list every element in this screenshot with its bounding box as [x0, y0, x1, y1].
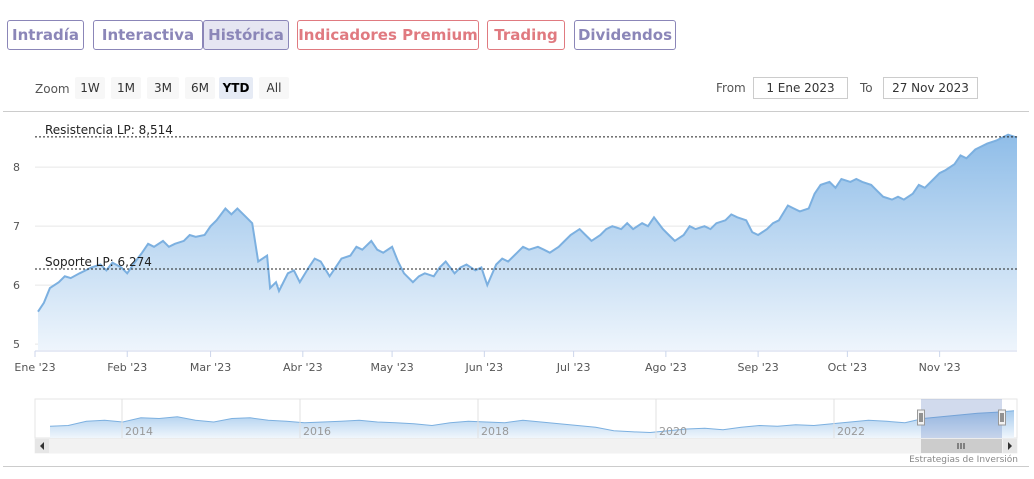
arrow-right-icon [1008, 442, 1012, 450]
tab-trading[interactable]: Trading [487, 20, 565, 50]
zoom-button-3m[interactable]: 3M [147, 77, 179, 99]
navigator-year-label: 2016 [303, 425, 331, 438]
tab-indicadores-premium[interactable]: Indicadores Premium [297, 20, 479, 50]
from-date-input[interactable]: 1 Ene 2023 [753, 77, 848, 99]
to-date-input[interactable]: 27 Nov 2023 [883, 77, 978, 99]
tab-intrad-a[interactable]: Intradía [7, 20, 84, 50]
x-tick-label: Mar '23 [190, 361, 231, 374]
annotation-label-0: Resistencia LP: 8,514 [45, 123, 173, 137]
navigator-area [50, 410, 1014, 438]
x-tick-label: Jul '23 [556, 361, 591, 374]
scrollbar-thumb[interactable] [921, 439, 1002, 453]
to-label: To [860, 81, 873, 95]
navigator-year-label: 2014 [125, 425, 153, 438]
x-tick-label: Abr '23 [283, 361, 323, 374]
scrollbar-track[interactable] [34, 438, 1018, 454]
navigator-frame [34, 398, 1018, 439]
tab-dividendos[interactable]: Dividendos [574, 20, 676, 50]
zoom-button-1w[interactable]: 1W [75, 77, 105, 99]
y-tick-label: 7 [13, 220, 20, 233]
arrow-left-icon [40, 442, 44, 450]
y-tick-label: 6 [13, 279, 20, 292]
navigator-handle-left[interactable] [917, 409, 925, 426]
x-tick-label: Feb '23 [107, 361, 147, 374]
zoom-button-6m[interactable]: 6M [185, 77, 215, 99]
navigator-year-label: 2018 [481, 425, 509, 438]
annotation-label-1: Soporte LP: 6,274 [45, 255, 152, 269]
scrollbar-left-button[interactable] [35, 439, 49, 453]
x-tick-label: Ene '23 [14, 361, 55, 374]
navigator-selection[interactable] [921, 399, 1002, 438]
scrollbar-right-button[interactable] [1003, 439, 1017, 453]
range-selector: Zoom 1W 1M 3M 6M YTD All From 1 Ene 2023 To 2… [0, 76, 1034, 100]
zoom-button-all[interactable]: All [259, 77, 289, 99]
x-tick-label: Nov '23 [919, 361, 961, 374]
navigator-year-label: 2020 [659, 425, 687, 438]
x-tick-label: Jun '23 [464, 361, 503, 374]
y-tick-label: 5 [13, 338, 20, 351]
x-tick-label: Sep '23 [737, 361, 778, 374]
navigator-handle-right[interactable] [998, 409, 1006, 426]
zoom-button-ytd[interactable]: YTD [219, 77, 253, 99]
navigator-year-label: 2022 [837, 425, 865, 438]
divider-bottom [3, 466, 1029, 467]
price-line [37, 133, 1018, 313]
zoom-label: Zoom [35, 82, 70, 96]
price-area [38, 134, 1017, 350]
y-tick-label: 8 [13, 161, 20, 174]
zoom-button-1m[interactable]: 1M [111, 77, 141, 99]
navigator-line [49, 410, 1015, 434]
x-tick-label: Ago '23 [645, 361, 687, 374]
tab-hist-rica[interactable]: Histórica [203, 20, 289, 50]
chart-credit: Estrategias de Inversión [909, 455, 1018, 465]
x-tick-label: Oct '23 [828, 361, 868, 374]
divider-top [3, 111, 1029, 112]
tab-interactiva[interactable]: Interactiva [93, 20, 203, 50]
from-label: From [716, 81, 746, 95]
x-tick-label: May '23 [370, 361, 413, 374]
